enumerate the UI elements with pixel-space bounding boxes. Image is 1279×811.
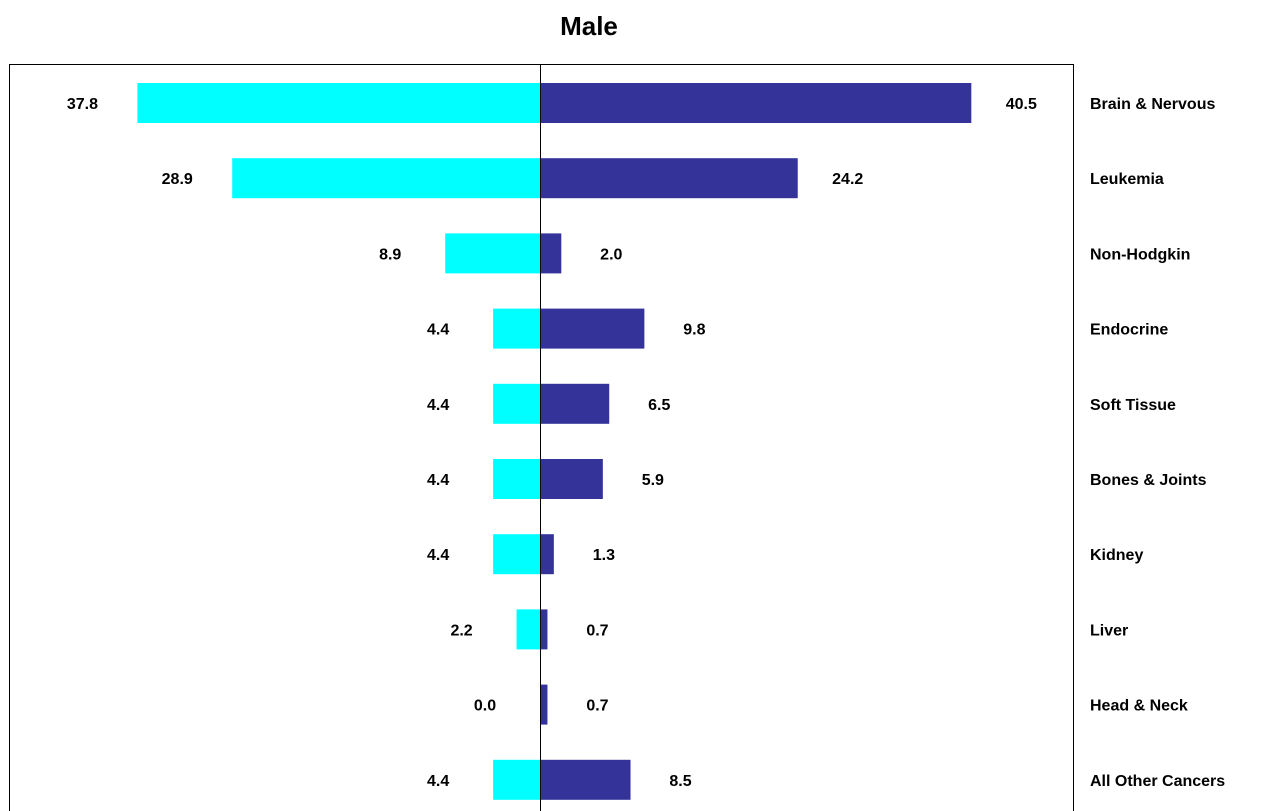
- value-label-left-bones-and-joints: 4.4: [427, 472, 449, 489]
- bar-left-leukemia: [232, 158, 540, 199]
- category-label-bones-and-joints: Bones & Joints: [1090, 472, 1207, 489]
- category-label-kidney: Kidney: [1090, 547, 1143, 564]
- value-label-right-brain-and-nervous: 40.5: [1006, 96, 1037, 113]
- category-label-leukemia: Leukemia: [1090, 171, 1164, 188]
- bar-right-bones-and-joints: [540, 459, 603, 499]
- bar-right-non-hodgkin: [540, 233, 562, 274]
- bar-right-leukemia: [540, 158, 798, 199]
- bar-right-kidney: [540, 534, 554, 575]
- category-label-non-hodgkin: Non-Hodgkin: [1090, 246, 1190, 263]
- category-label-all-other-cancers: All Other Cancers: [1090, 773, 1225, 790]
- value-label-left-head-and-neck: 0.0: [474, 698, 496, 715]
- value-label-right-non-hodgkin: 2.0: [600, 246, 622, 263]
- bar-left-bones-and-joints: [493, 459, 540, 499]
- value-label-left-non-hodgkin: 8.9: [379, 246, 401, 263]
- bars-layer: [137, 83, 972, 800]
- value-label-right-liver: 0.7: [586, 622, 608, 639]
- category-label-liver: Liver: [1090, 622, 1128, 639]
- value-label-left-soft-tissue: 4.4: [427, 397, 449, 414]
- bar-right-endocrine: [540, 308, 645, 349]
- value-label-right-all-other-cancers: 8.5: [669, 773, 691, 790]
- bar-left-non-hodgkin: [445, 233, 540, 274]
- value-label-right-head-and-neck: 0.7: [586, 698, 608, 715]
- category-label-soft-tissue: Soft Tissue: [1090, 397, 1176, 414]
- bar-left-endocrine: [493, 308, 540, 349]
- value-label-right-soft-tissue: 6.5: [648, 397, 670, 414]
- value-label-left-brain-and-nervous: 37.8: [67, 96, 98, 113]
- labels-layer: 37.8 40.5 Brain & Nervous 28.9 24.2 Leukemia 8…: [67, 96, 1225, 790]
- bar-left-kidney: [493, 534, 540, 575]
- category-label-brain-and-nervous: Brain & Nervous: [1090, 96, 1215, 113]
- category-label-endocrine: Endocrine: [1090, 322, 1168, 339]
- value-label-left-liver: 2.2: [450, 622, 472, 639]
- category-label-head-and-neck: Head & Neck: [1090, 698, 1188, 715]
- bar-right-liver: [540, 609, 548, 650]
- bar-left-brain-and-nervous: [137, 83, 540, 123]
- value-label-left-leukemia: 28.9: [162, 171, 193, 188]
- bar-right-all-other-cancers: [540, 759, 631, 800]
- value-label-left-endocrine: 4.4: [427, 322, 449, 339]
- bar-right-brain-and-nervous: [540, 83, 972, 123]
- value-label-right-bones-and-joints: 5.9: [642, 472, 664, 489]
- bar-right-soft-tissue: [540, 383, 610, 424]
- value-label-right-leukemia: 24.2: [832, 171, 863, 188]
- value-label-left-all-other-cancers: 4.4: [427, 773, 449, 790]
- value-label-right-kidney: 1.3: [593, 547, 615, 564]
- plot-frame: [9, 64, 1074, 811]
- value-label-right-endocrine: 9.8: [683, 322, 705, 339]
- bar-right-head-and-neck: [540, 684, 548, 725]
- bar-left-liver: [516, 609, 540, 650]
- chart-title: Male: [560, 11, 618, 41]
- value-label-left-kidney: 4.4: [427, 547, 449, 564]
- bar-left-all-other-cancers: [493, 759, 540, 800]
- bar-left-soft-tissue: [493, 383, 540, 424]
